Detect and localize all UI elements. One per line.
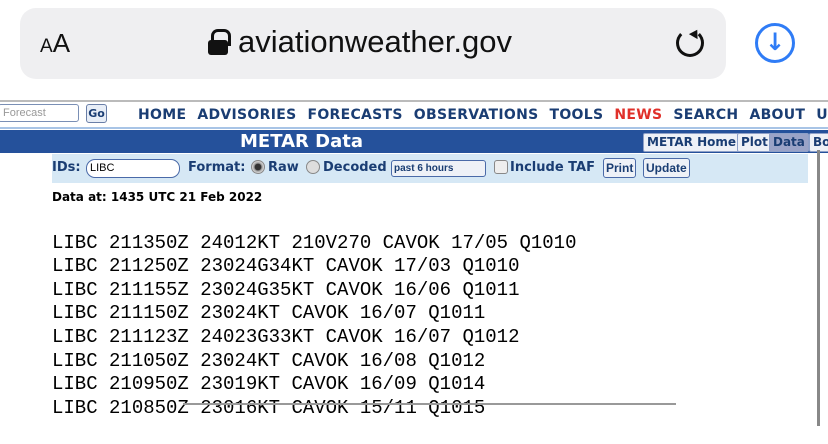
metar-line: LIBC 210950Z 23019KT CAVOK 16/09 Q1014	[52, 373, 486, 396]
update-button[interactable]: Update	[643, 158, 690, 178]
search-input[interactable]: Forecast	[0, 104, 79, 122]
divider	[0, 100, 828, 102]
include-taf-checkbox[interactable]	[494, 160, 508, 174]
metar-line: LIBC 211150Z 23024KT CAVOK 16/07 Q1011	[52, 302, 486, 325]
format-label: Format:	[188, 160, 246, 175]
nav-news[interactable]: NEWS	[614, 107, 663, 123]
ids-label: IDs:	[52, 160, 81, 175]
metar-line: LIBC 210850Z 23016KT CAVOK 15/11 Q1015	[52, 396, 486, 419]
lock-icon	[208, 29, 231, 55]
text-size-large: A	[52, 28, 71, 58]
tab-bo[interactable]: Bo	[809, 133, 828, 152]
decoded-label: Decoded	[323, 160, 387, 175]
nav-observations[interactable]: OBSERVATIONS	[413, 107, 539, 123]
url-display[interactable]: aviationweather.gov	[208, 24, 512, 60]
nav-underline	[0, 127, 828, 129]
nav-about[interactable]: ABOUT	[749, 107, 806, 123]
download-icon[interactable]: ↓	[755, 23, 795, 63]
go-button[interactable]: Go	[86, 104, 107, 123]
nav-user[interactable]: USE	[816, 107, 828, 123]
metar-line: LIBC 211155Z 23024G35KT CAVOK 16/06 Q101…	[52, 278, 520, 301]
address-bar[interactable]	[20, 8, 726, 79]
page-title: METAR Data	[240, 131, 363, 152]
tab-data[interactable]: Data	[769, 133, 809, 152]
text-size-button[interactable]: AA	[40, 28, 70, 59]
nav-advisories[interactable]: ADVISORIES	[197, 107, 297, 123]
decoded-radio[interactable]	[306, 160, 320, 174]
title-bar	[0, 130, 828, 153]
scrollbar[interactable]	[817, 150, 820, 426]
main-nav: HOME ADVISORIES FORECASTS OBSERVATIONS T…	[138, 107, 828, 123]
text-size-small: A	[40, 36, 53, 57]
metar-line: LIBC 211123Z 24023G33KT CAVOK 16/07 Q101…	[52, 325, 520, 348]
tab-plot[interactable]: Plot	[737, 133, 772, 152]
include-taf-label: Include TAF	[510, 160, 595, 175]
print-button[interactable]: Print	[603, 158, 637, 178]
nav-forecasts[interactable]: FORECASTS	[307, 107, 403, 123]
ids-input[interactable]: LIBC	[86, 159, 180, 178]
url-text: aviationweather.gov	[238, 24, 513, 59]
nav-tools[interactable]: TOOLS	[549, 107, 604, 123]
reload-icon[interactable]	[676, 29, 704, 57]
metar-line: LIBC 211050Z 23024KT CAVOK 16/08 Q1012	[52, 349, 486, 372]
tab-metar-home[interactable]: METAR Home	[643, 133, 741, 152]
nav-home[interactable]: HOME	[138, 107, 187, 123]
data-timestamp: Data at: 1435 UTC 21 Feb 2022	[52, 190, 263, 204]
raw-radio[interactable]	[251, 160, 265, 174]
metar-line: LIBC 211350Z 24012KT 210V270 CAVOK 17/05…	[52, 231, 577, 254]
metar-list: LIBC 211350Z 24012KT 210V270 CAVOK 17/05…	[52, 208, 577, 444]
nav-search[interactable]: SEARCH	[673, 107, 739, 123]
raw-label: Raw	[268, 160, 299, 175]
divider	[183, 403, 676, 405]
metar-line: LIBC 211250Z 23024G34KT CAVOK 17/03 Q101…	[52, 255, 520, 278]
period-select[interactable]: past 6 hours	[391, 160, 486, 177]
